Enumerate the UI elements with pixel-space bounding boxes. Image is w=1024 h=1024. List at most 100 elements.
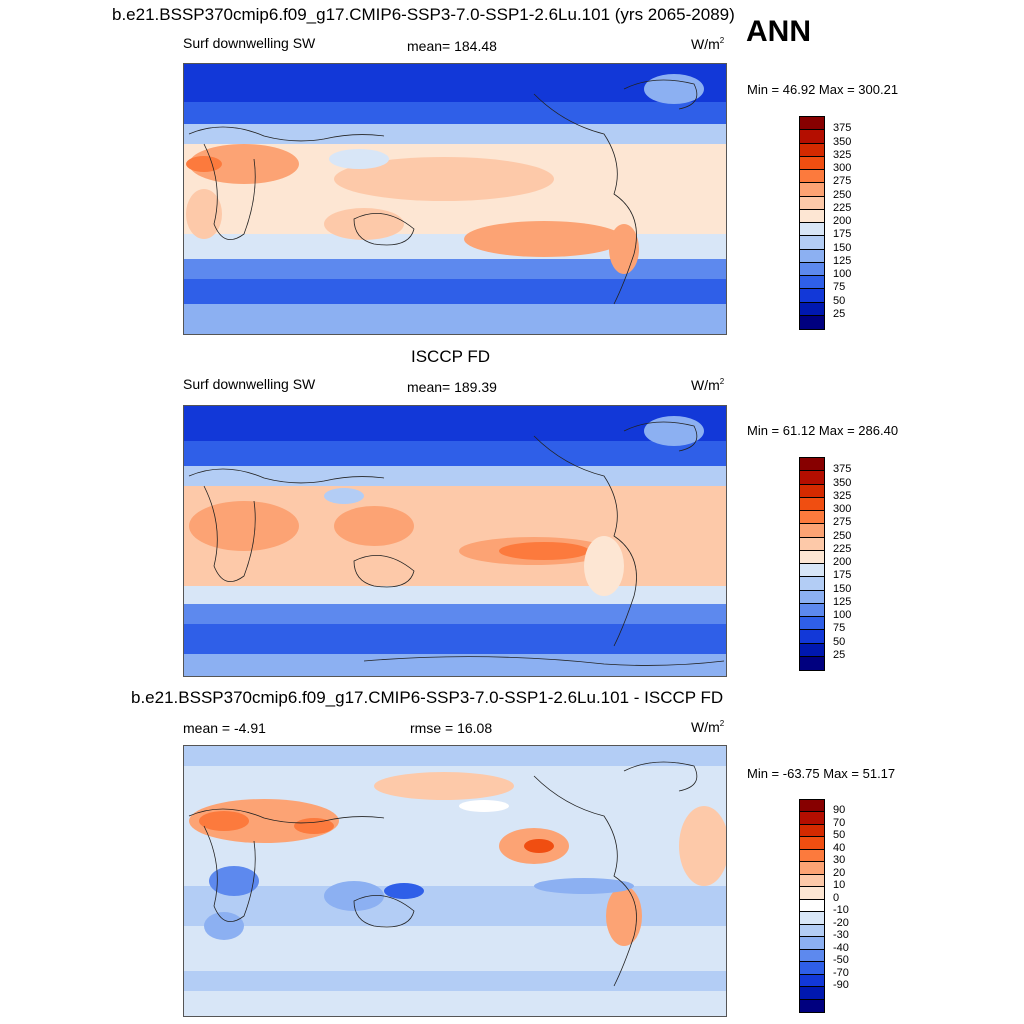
colorbar-segment bbox=[800, 643, 824, 657]
panel-3-minmax-label: Min = -63.75 Max = 51.17 bbox=[747, 766, 896, 781]
colorbar-tick-label: 275 bbox=[833, 175, 852, 188]
colorbar-tick-label: 325 bbox=[833, 148, 852, 161]
colorbar-segment bbox=[800, 315, 824, 329]
colorbar-segment bbox=[800, 924, 824, 938]
colorbar-segment bbox=[800, 143, 824, 157]
colorbar-tick-label: 50 bbox=[833, 635, 846, 648]
panel-2-colorbar-box bbox=[799, 457, 825, 671]
colorbar-tick-label: 225 bbox=[833, 201, 852, 214]
colorbar-tick-label: -70 bbox=[833, 966, 849, 979]
colorbar-tick-label: 300 bbox=[833, 503, 852, 515]
colorbar-segment bbox=[800, 289, 824, 303]
season-label: ANN bbox=[746, 15, 811, 48]
panel-3-colorbar-box bbox=[799, 799, 825, 1013]
colorbar-segment bbox=[800, 170, 824, 184]
panel-2-title: ISCCP FD bbox=[411, 347, 491, 366]
colorbar-segment bbox=[800, 196, 824, 210]
colorbar-segment bbox=[800, 987, 824, 1000]
panel-1-units-label: W/m2 bbox=[691, 36, 725, 52]
colorbar-tick-label: 125 bbox=[833, 595, 852, 608]
colorbar-tick-label: 90 bbox=[833, 804, 846, 817]
colorbar-tick-label: 200 bbox=[833, 215, 852, 227]
colorbar-segment bbox=[800, 912, 824, 925]
colorbar-segment bbox=[800, 471, 824, 485]
colorbar-tick-label: 125 bbox=[833, 254, 852, 267]
colorbar-segment bbox=[800, 617, 824, 631]
colorbar-segment bbox=[800, 590, 824, 604]
colorbar-segment bbox=[800, 800, 824, 813]
colorbar-tick-label: -40 bbox=[833, 941, 849, 954]
colorbar-segment bbox=[800, 511, 824, 525]
panel-1-title: b.e21.BSSP370cmip6.f09_g17.CMIP6-SSP3-7.… bbox=[112, 5, 735, 24]
colorbar-segment bbox=[800, 824, 824, 838]
colorbar-segment bbox=[800, 887, 824, 900]
colorbar-segment bbox=[800, 209, 824, 223]
colorbar-segment bbox=[800, 874, 824, 888]
colorbar-tick-label: 200 bbox=[833, 556, 852, 568]
colorbar-segment bbox=[800, 262, 824, 276]
colorbar-tick-label: -30 bbox=[833, 929, 849, 942]
colorbar-tick-label: 175 bbox=[833, 569, 852, 582]
colorbar-segment bbox=[800, 949, 824, 963]
colorbar-tick-label: 50 bbox=[833, 294, 846, 307]
panel-3-units-label: W/m2 bbox=[691, 719, 725, 735]
panel-3-map-field bbox=[184, 746, 726, 1016]
panel-2-mean-label: mean= 189.39 bbox=[407, 379, 497, 395]
colorbar-segment bbox=[800, 862, 824, 875]
colorbar-segment bbox=[800, 130, 824, 144]
colorbar-segment bbox=[800, 117, 824, 131]
colorbar-tick-label: 70 bbox=[833, 816, 846, 829]
colorbar-tick-label: 100 bbox=[833, 268, 852, 280]
panel-1-minmax-label: Min = 46.92 Max = 300.21 bbox=[747, 82, 899, 97]
colorbar-tick-label: 275 bbox=[833, 516, 852, 529]
colorbar-segment bbox=[800, 276, 824, 290]
colorbar-segment bbox=[800, 564, 824, 578]
colorbar-segment bbox=[800, 656, 824, 670]
colorbar-tick-label: 350 bbox=[833, 476, 852, 489]
panel-2-map-field bbox=[184, 406, 726, 676]
colorbar-tick-label: 325 bbox=[833, 489, 852, 502]
colorbar-tick-label: -50 bbox=[833, 954, 849, 967]
colorbar-tick-label: 75 bbox=[833, 281, 846, 294]
colorbar-segment bbox=[800, 156, 824, 170]
colorbar-segment bbox=[800, 458, 824, 472]
colorbar-tick-label: -20 bbox=[833, 916, 849, 929]
colorbar-tick-label: 75 bbox=[833, 622, 846, 635]
panel-1-mean-label: mean= 184.48 bbox=[407, 38, 497, 54]
colorbar-segment bbox=[800, 962, 824, 975]
panel-1-colorbar: 375 350 325 300 275 250 225 200 175 150 125 100 75 50… bbox=[799, 116, 851, 330]
colorbar-tick-label: 225 bbox=[833, 542, 852, 555]
colorbar-tick-label: 350 bbox=[833, 135, 852, 148]
colorbar-tick-label: 0 bbox=[833, 891, 840, 904]
panel-2-colorbar: 375 350 325 300 275 250 225 200 175 150 125 100 75 50… bbox=[799, 457, 851, 671]
colorbar-segment bbox=[800, 974, 824, 988]
panel-3-rmse-label: rmse = 16.08 bbox=[410, 720, 493, 736]
colorbar-tick-label: 100 bbox=[833, 609, 852, 621]
colorbar-tick-label: 250 bbox=[833, 188, 852, 201]
panel-3-colorbar: 90 70 50 40 30 20 10 0 -10 -20 -30 -40 -50 -70 -90 bbox=[799, 799, 849, 1013]
panel-2-variable-label: Surf downwelling SW bbox=[183, 376, 316, 392]
colorbar-segment bbox=[800, 236, 824, 250]
panel-2-map bbox=[183, 405, 727, 677]
colorbar-tick-label: 300 bbox=[833, 162, 852, 174]
panel-3-map bbox=[183, 745, 727, 1017]
colorbar-tick-label: 375 bbox=[833, 463, 852, 476]
panel-1-variable-label: Surf downwelling SW bbox=[183, 35, 316, 51]
panel-2-units-label: W/m2 bbox=[691, 377, 725, 393]
panel-1-map bbox=[183, 63, 727, 335]
colorbar-tick-label: 30 bbox=[833, 854, 846, 867]
colorbar-segment bbox=[800, 249, 824, 263]
colorbar-segment bbox=[800, 497, 824, 511]
panel-3-mean-label: mean = -4.91 bbox=[183, 720, 266, 736]
colorbar-segment bbox=[800, 550, 824, 564]
panel-2-minmax-label: Min = 61.12 Max = 286.40 bbox=[747, 423, 899, 438]
colorbar-segment bbox=[800, 603, 824, 617]
colorbar-tick-label: 25 bbox=[833, 648, 846, 661]
colorbar-tick-label: 10 bbox=[833, 879, 846, 892]
colorbar-tick-label: 175 bbox=[833, 228, 852, 241]
colorbar-tick-label: 50 bbox=[833, 829, 846, 842]
colorbar-segment bbox=[800, 484, 824, 498]
colorbar-tick-label: 20 bbox=[833, 866, 846, 879]
colorbar-tick-label: 40 bbox=[833, 841, 846, 854]
colorbar-segment bbox=[800, 937, 824, 950]
